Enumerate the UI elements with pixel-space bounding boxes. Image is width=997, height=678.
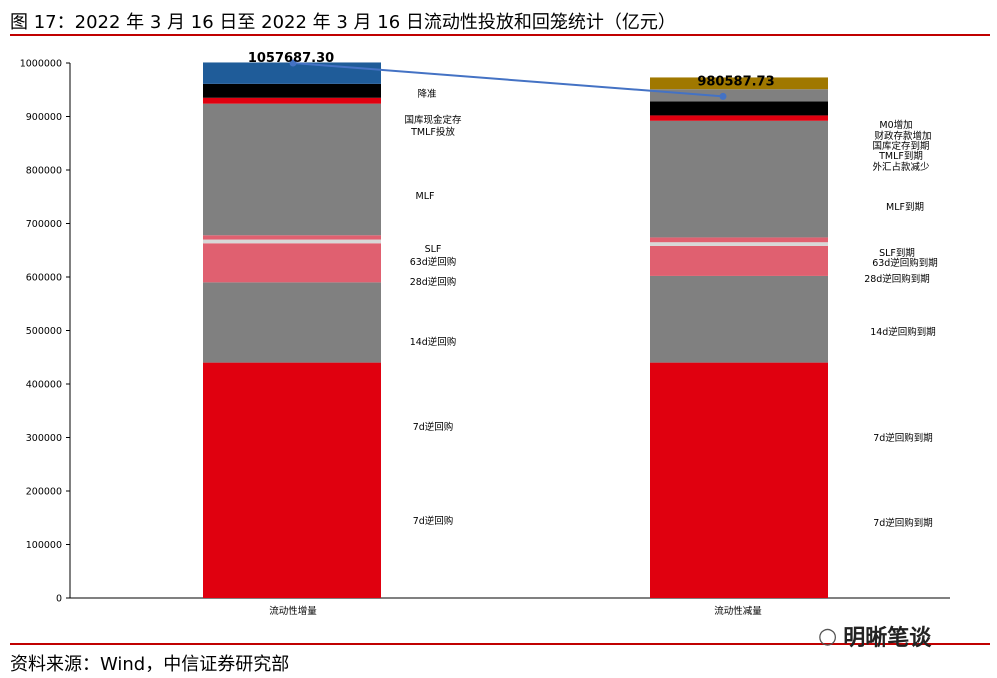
- total-point-1: [289, 59, 297, 67]
- bar-segment-2-6: [650, 120, 828, 238]
- segment-label: M0增加: [879, 119, 912, 131]
- y-tick-label: 400000: [26, 380, 62, 391]
- bar-segment-2-2: [650, 275, 828, 363]
- bar-segment-2-4: [650, 242, 828, 246]
- bar-segment-2-3: [650, 245, 828, 276]
- stacked-bar-chart: 0 100000 200000 300000 400000 500000 600000 700…: [20, 51, 950, 617]
- bar-segment-1-6: [203, 103, 381, 236]
- segment-label: 国库现金定存: [404, 114, 462, 126]
- y-tick-label: 500000: [26, 326, 62, 337]
- bar-segment-1-9: [203, 62, 381, 84]
- segment-label: SLF: [425, 244, 442, 255]
- total-label-2: 980587.73: [697, 74, 774, 89]
- y-tick-label: 0: [56, 594, 62, 605]
- y-tick-label: 600000: [26, 273, 62, 284]
- figure-title: 图 17：2022 年 3 月 16 日至 2022 年 3 月 16 日流动性…: [10, 12, 676, 33]
- segment-label: 7d逆回购: [413, 421, 454, 433]
- segment-label: SLF到期: [879, 247, 915, 259]
- segment-label: TMLF到期: [878, 150, 923, 162]
- bar-segment-1-2: [203, 282, 381, 363]
- segment-label: 国库定存到期: [872, 140, 929, 152]
- top-rule: [10, 34, 990, 36]
- bar-segment-2-1: [650, 362, 828, 598]
- y-tick-label: 700000: [26, 219, 62, 230]
- bar-segment-2-8: [650, 101, 828, 116]
- total-point-2: [719, 92, 727, 100]
- segment-label: TMLF投放: [410, 126, 455, 138]
- x-category-label: 流动性减量: [714, 605, 762, 617]
- segment-label: MLF到期: [886, 201, 924, 213]
- y-tick-label: 800000: [26, 166, 62, 177]
- y-tick-label: 900000: [26, 112, 62, 123]
- segment-label: 降准: [417, 88, 437, 100]
- bar-segment-1-3: [203, 243, 381, 283]
- bar-segment-2-7: [650, 115, 828, 121]
- y-tick-label: 300000: [26, 433, 62, 444]
- bar-segment-1-5: [203, 235, 381, 240]
- bar-segment-2-9: [650, 89, 828, 102]
- segment-label: 财政存款增加: [874, 130, 931, 142]
- source-note: 资料来源：Wind，中信证券研究部: [10, 654, 290, 675]
- segment-label: MLF: [416, 191, 435, 202]
- bar-segment-1-7: [203, 97, 381, 104]
- segment-label: 7d逆回购到期: [873, 432, 933, 444]
- bar-segment-1-8: [203, 83, 381, 98]
- segment-label: 63d逆回购到期: [872, 257, 938, 269]
- segment-label: 7d逆回购到期: [873, 517, 933, 529]
- segment-label: 14d逆回购到期: [870, 326, 936, 338]
- y-tick-label: 1000000: [20, 59, 62, 70]
- bar-segment-2-10: [650, 77, 828, 90]
- segment-label: 7d逆回购: [413, 515, 454, 527]
- segment-label: 14d逆回购: [410, 336, 457, 348]
- y-tick-label: 200000: [26, 487, 62, 498]
- bar-segment-1-4: [203, 239, 381, 244]
- bottom-rule: [10, 643, 990, 645]
- segment-label: 28d逆回购: [410, 276, 457, 288]
- watermark-text: 明晰笔谈: [843, 626, 932, 651]
- total-label-1: 1057687.30: [248, 51, 334, 66]
- y-tick-label: 100000: [26, 540, 62, 551]
- bar-segment-1-1: [203, 362, 381, 598]
- segment-label: 28d逆回购到期: [864, 273, 930, 285]
- watermark: ○ 明晰笔谈: [818, 620, 931, 652]
- bar-segment-2-5: [650, 237, 828, 243]
- x-category-label: 流动性增量: [269, 605, 317, 617]
- segment-label: 外汇占款减少: [872, 161, 930, 173]
- wechat-icon: ○: [818, 623, 838, 649]
- total-line: [292, 62, 724, 98]
- segment-label: 63d逆回购: [410, 256, 457, 268]
